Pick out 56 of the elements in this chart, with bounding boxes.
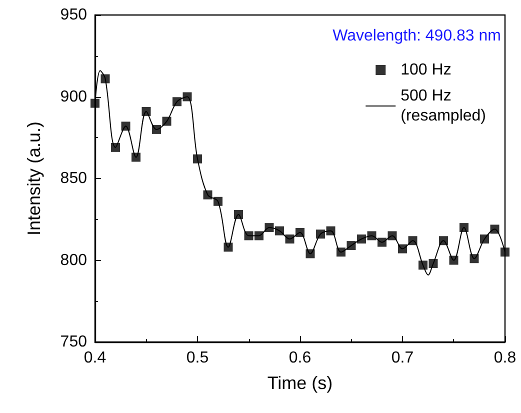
y-axis-title: Intensity (a.u.)	[24, 121, 44, 236]
point	[316, 230, 325, 239]
point	[152, 124, 161, 134]
y-tick-label: 800	[60, 252, 88, 269]
point	[296, 228, 304, 237]
point	[378, 238, 386, 247]
point	[254, 231, 264, 240]
point	[346, 241, 356, 250]
point	[490, 224, 500, 234]
y-tick-label: 900	[60, 88, 88, 106]
point	[244, 231, 254, 240]
x-tick-label: 0.8	[494, 350, 516, 366]
point	[460, 223, 468, 232]
y-tick-label: 850	[60, 170, 88, 187]
point	[224, 242, 233, 252]
point	[500, 248, 510, 257]
point	[132, 152, 140, 162]
legend-label: 100 Hz	[400, 62, 452, 78]
point	[111, 142, 120, 152]
point	[480, 234, 489, 244]
point	[439, 236, 448, 246]
point	[367, 231, 376, 240]
point	[408, 236, 418, 246]
point	[326, 226, 336, 236]
point	[418, 260, 428, 270]
point	[398, 244, 407, 254]
x-tick-label: 0.5	[186, 350, 209, 366]
point	[428, 259, 438, 268]
x-tick-label: 0.4	[84, 350, 106, 366]
point	[357, 234, 366, 244]
y-tick-label: 950	[60, 6, 88, 24]
y-tick-label: 750	[60, 334, 88, 350]
x-axis-title: Time (s)	[267, 373, 333, 393]
point	[193, 154, 202, 164]
annotation: Wavelength: 490.83 nm	[332, 28, 502, 44]
point	[100, 74, 110, 84]
x-tick-label: 0.7	[391, 350, 414, 366]
point	[172, 97, 182, 106]
point	[214, 196, 222, 206]
point	[121, 122, 130, 131]
point	[142, 106, 151, 116]
point	[285, 234, 294, 244]
point	[264, 223, 274, 232]
point	[388, 231, 397, 240]
point	[449, 256, 458, 265]
point	[306, 249, 315, 258]
point	[275, 226, 284, 236]
point	[203, 190, 212, 200]
point	[90, 98, 100, 108]
point	[182, 92, 192, 102]
point	[234, 210, 243, 219]
legend-label: 500 Hz (resampled)	[400, 88, 486, 124]
point	[470, 254, 479, 264]
point	[162, 116, 172, 126]
x-tick-label: 0.6	[288, 350, 312, 366]
point	[336, 248, 346, 257]
